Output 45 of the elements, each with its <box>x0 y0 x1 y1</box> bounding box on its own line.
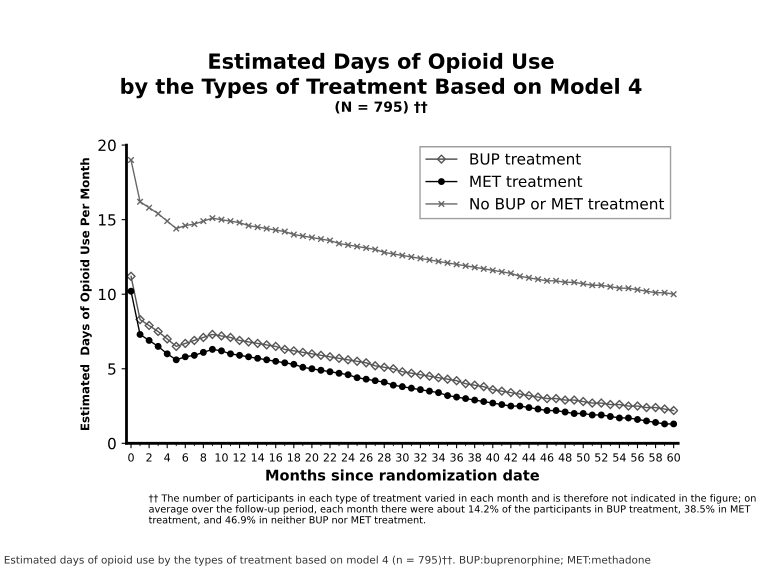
y-axis-title: Estimated Days of Opioid Use Per Month <box>80 158 92 430</box>
x-tick-label: 0 <box>128 453 134 462</box>
x-tick-label: 46 <box>540 453 554 462</box>
x-tick-label: 14 <box>252 453 264 462</box>
x-tick-label: 48 <box>558 453 572 462</box>
x-tick-label: 26 <box>360 453 373 462</box>
x-tick-label: 38 <box>468 453 481 462</box>
x-tick-label: 2 <box>146 453 152 462</box>
x-tick-label: 56 <box>631 453 644 462</box>
x-tick-label: 52 <box>595 453 608 462</box>
y-tick-label: 5 <box>108 363 116 375</box>
x-tick-label: 6 <box>182 453 188 462</box>
text: †† The number of participants in each type of treatment varied in each month and is therefore not indicated in the figure; on average over the follow-up period, each month there were about 14.2% of the participants in BUP treatment, 38.5% in MET treatment, and 46.9% in neither BUP nor MET treatment. <box>148 494 756 524</box>
x-tick-label: 54 <box>613 453 626 462</box>
x-tick-label: 42 <box>504 453 517 462</box>
chart-title: Estimated Days of Opioid Use by the Types of Treatment Based on Model 4 <box>121 52 642 98</box>
x-tick-label: 24 <box>342 453 355 462</box>
y-tick-label: 15 <box>99 214 116 226</box>
legend-label: BUP treatment <box>470 153 581 165</box>
x-tick-label: 40 <box>486 453 500 462</box>
chart-subtitle: (N = 795) †† <box>336 101 428 114</box>
x-tick-label: 34 <box>432 453 445 462</box>
x-tick-label: 36 <box>450 453 463 462</box>
x-tick-label: 28 <box>378 453 391 462</box>
x-tick-label: 16 <box>270 453 282 462</box>
x-tick-label: 10 <box>216 453 228 462</box>
y-tick-label: 20 <box>98 140 116 152</box>
x-tick-label: 4 <box>164 453 170 462</box>
x-tick-label: 18 <box>288 453 300 462</box>
x-tick-label: 30 <box>396 453 409 462</box>
x-tick-label: 58 <box>649 453 662 462</box>
x-axis-title: Months since randomization date <box>266 469 539 481</box>
x-tick-label: 20 <box>306 453 318 462</box>
y-tick-label: 0 <box>108 438 116 450</box>
x-tick-label: 44 <box>522 453 536 462</box>
x-tick-label: 50 <box>577 453 590 462</box>
legend-label: MET treatment <box>470 176 582 188</box>
x-tick-label: 60 <box>667 453 680 462</box>
legend-label: No BUP or MET treatment <box>470 198 664 210</box>
x-tick-label: 8 <box>200 453 206 462</box>
text: Estimated days of opioid use by the types of treatment based on model 4 (n = 795)††. BUP:buprenorphine; MET:methadone <box>4 556 650 566</box>
x-tick-label: 22 <box>324 453 336 462</box>
x-tick-label: 32 <box>414 453 426 462</box>
x-tick-label: 12 <box>234 453 246 462</box>
y-tick-label: 10 <box>99 288 116 300</box>
